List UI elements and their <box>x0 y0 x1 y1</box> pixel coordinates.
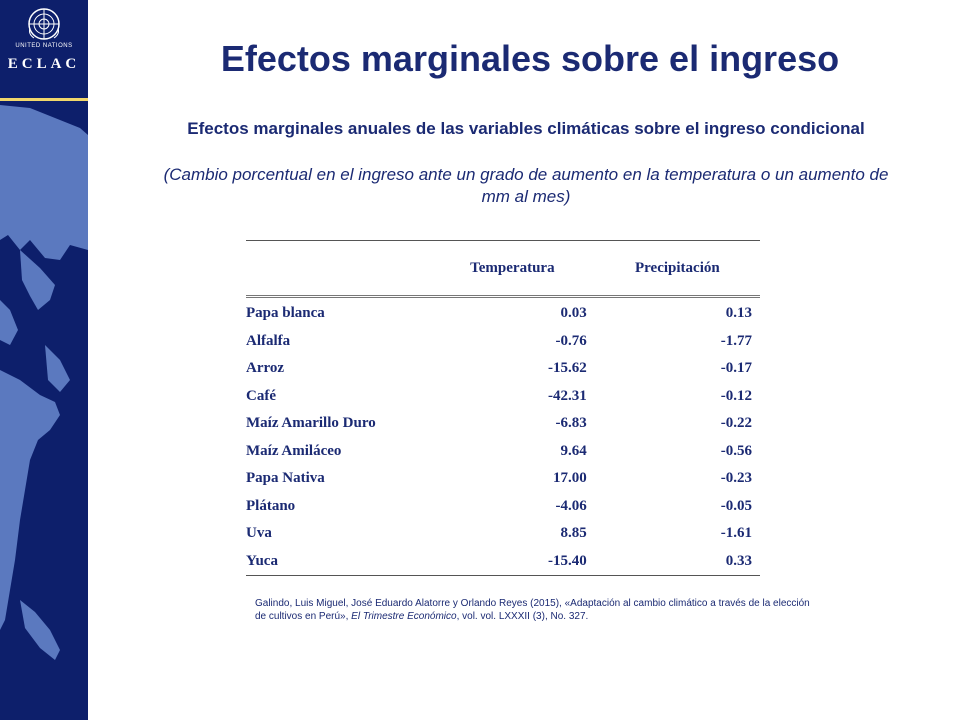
table-row: Maíz Amiláceo 9.64 -0.56 <box>246 438 760 466</box>
table-title: Efectos marginales anuales de las variab… <box>187 119 865 138</box>
logo-accent-line <box>0 98 88 101</box>
table-row: Papa blanca 0.03 0.13 <box>246 297 760 328</box>
crop-name: Alfalfa <box>246 332 291 349</box>
table-row: Papa Nativa 17.00 -0.23 <box>246 465 760 493</box>
crop-name: Yuca <box>246 547 430 576</box>
crop-name: Café <box>246 387 276 404</box>
crop-name: Arroz <box>246 360 285 377</box>
temperatura-value: -6.83 <box>555 415 587 432</box>
temperatura-value: 17.00 <box>552 470 587 487</box>
temperatura-value: -15.62 <box>547 360 587 377</box>
source-journal: El Trimestre Económico <box>351 611 457 622</box>
crop-name: Maíz Amarillo Duro <box>246 415 376 432</box>
source-citation: Galindo, Luis Miguel, José Eduardo Alato… <box>255 597 815 623</box>
logo-acronym: ECLAC <box>7 56 81 72</box>
logo-org-line: UNITED NATIONS <box>15 43 73 49</box>
crop-name: Maíz Amiláceo <box>246 442 342 459</box>
un-emblem-icon <box>28 8 60 40</box>
side-band: UNITED NATIONS ECLAC <box>0 0 88 720</box>
temperatura-value: -42.31 <box>547 387 587 404</box>
temperatura-value: 8.85 <box>560 525 587 542</box>
crop-name: Uva <box>246 525 272 542</box>
crop-name: Plátano <box>246 497 296 514</box>
table-row: Café -42.31 -0.12 <box>246 383 760 411</box>
marginal-effects-table: Temperatura Precipitación Papa blanca 0.… <box>246 240 760 576</box>
precipitacion-value: -1.61 <box>720 525 752 542</box>
crop-name: Papa Nativa <box>246 470 325 487</box>
precipitacion-value: 0.33 <box>594 547 760 576</box>
table-row: Yuca -15.40 0.33 <box>246 547 760 576</box>
precipitacion-value: -0.12 <box>720 387 752 404</box>
temperatura-value: -0.76 <box>555 332 587 349</box>
header-crop <box>246 240 430 298</box>
eclac-logo: UNITED NATIONS ECLAC <box>0 0 88 101</box>
header-temperatura: Temperatura <box>430 240 595 298</box>
table-row: Maíz Amarillo Duro -6.83 -0.22 <box>246 410 760 438</box>
header-precipitacion: Precipitación <box>594 240 760 298</box>
table-row: Arroz -15.62 -0.17 <box>246 355 760 383</box>
temperatura-value: -15.40 <box>430 547 595 576</box>
precipitacion-value: -0.17 <box>720 360 752 377</box>
americas-map-decoration <box>0 105 88 660</box>
precipitacion-value: 0.13 <box>725 305 752 322</box>
table-row: Plátano -4.06 -0.05 <box>246 493 760 521</box>
table-subtitle-note: (Cambio porcentual en el ingreso ante un… <box>163 165 889 206</box>
precipitacion-value: -0.56 <box>720 442 752 459</box>
source-details: , vol. vol. LXXXII (3), No. 327. <box>456 611 589 622</box>
table-row: Uva 8.85 -1.61 <box>246 520 760 548</box>
precipitacion-value: -0.05 <box>720 497 752 514</box>
temperatura-value: 9.64 <box>560 442 587 459</box>
temperatura-value: 0.03 <box>560 305 587 322</box>
temperatura-value: -4.06 <box>555 497 587 514</box>
precipitacion-value: -0.23 <box>720 470 752 487</box>
source-authors: Galindo, Luis Miguel, José Eduardo Alato… <box>255 598 810 622</box>
page-title: Efectos marginales sobre el ingreso <box>220 38 840 79</box>
table-header-row: Temperatura Precipitación <box>246 240 760 298</box>
table-row: Alfalfa -0.76 -1.77 <box>246 328 760 356</box>
crop-name: Papa blanca <box>246 305 325 322</box>
precipitacion-value: -1.77 <box>720 332 752 349</box>
precipitacion-value: -0.22 <box>720 415 752 432</box>
